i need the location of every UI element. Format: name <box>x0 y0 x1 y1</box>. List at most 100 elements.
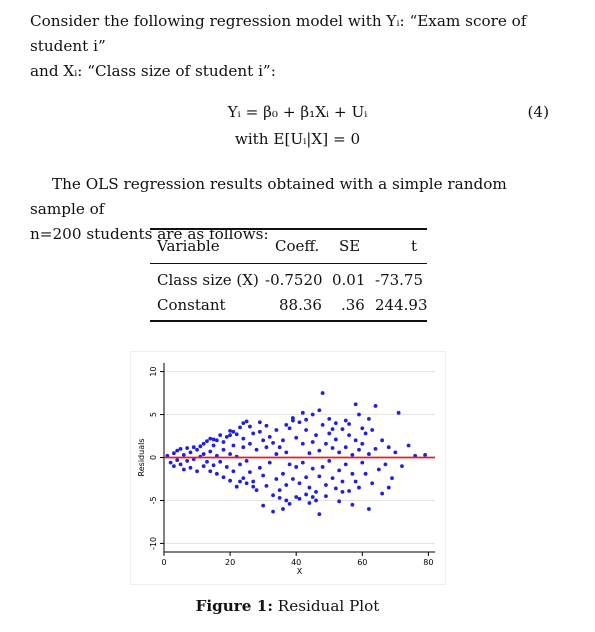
data-point <box>330 476 335 481</box>
data-point <box>357 412 361 417</box>
data-point <box>290 477 295 481</box>
header-t: t <box>411 237 418 255</box>
data-point <box>261 473 266 478</box>
data-point <box>234 484 239 489</box>
data-point <box>205 439 209 444</box>
data-point <box>228 452 232 456</box>
data-point <box>304 417 309 422</box>
data-point <box>274 428 279 432</box>
data-point <box>333 437 338 442</box>
data-point <box>261 503 266 508</box>
data-point <box>376 467 381 472</box>
data-point <box>201 452 206 456</box>
data-point <box>337 468 342 473</box>
data-point <box>172 464 176 468</box>
data-point <box>178 462 183 467</box>
data-point <box>380 438 385 443</box>
data-point <box>317 512 322 517</box>
data-point <box>208 449 213 454</box>
data-point <box>333 486 338 491</box>
data-point <box>340 489 345 494</box>
data-point <box>357 485 361 490</box>
data-point <box>224 434 229 439</box>
data-point <box>228 428 232 433</box>
data-point <box>281 507 285 511</box>
x-tick-label: 80 <box>423 558 433 567</box>
data-point <box>267 434 272 439</box>
table-header-rule <box>150 263 427 264</box>
data-point <box>228 478 232 483</box>
data-point <box>254 447 259 452</box>
data-point <box>310 466 315 471</box>
data-point <box>350 471 355 476</box>
row-1-coeff: -0.7520 <box>265 271 323 289</box>
data-point <box>314 489 318 494</box>
data-point <box>185 459 190 463</box>
data-point <box>330 446 335 450</box>
data-point <box>347 433 351 438</box>
intro-line-1: Consider the following regression model … <box>30 12 527 55</box>
data-point <box>277 445 282 450</box>
data-point <box>191 445 196 450</box>
data-point <box>251 479 256 484</box>
data-point <box>333 421 338 426</box>
data-point <box>251 431 256 436</box>
data-point <box>254 488 259 493</box>
data-point <box>188 465 193 470</box>
table-top-rule <box>150 228 427 230</box>
data-point <box>198 444 203 449</box>
data-point <box>241 421 246 426</box>
data-point <box>310 412 315 417</box>
data-point <box>238 479 242 484</box>
data-point <box>214 438 219 443</box>
data-point <box>218 459 223 464</box>
data-point <box>214 471 219 476</box>
ols-paragraph: The OLS regression results obtained with… <box>30 172 550 247</box>
y-tick-label: 10 <box>149 366 158 376</box>
data-point <box>221 475 226 480</box>
data-point <box>337 499 342 504</box>
data-point <box>241 445 246 450</box>
data-point <box>324 441 328 446</box>
data-point <box>267 460 272 465</box>
data-point <box>234 432 239 437</box>
data-point <box>277 495 282 500</box>
data-point <box>327 416 332 421</box>
data-point <box>373 447 378 451</box>
data-point <box>307 501 312 505</box>
data-point <box>221 447 226 452</box>
table-bottom-rule <box>150 320 427 322</box>
data-point <box>181 453 186 457</box>
data-point <box>330 427 335 432</box>
equation-condition: with E[Uᵢ|X] = 0 <box>234 130 361 148</box>
data-point <box>327 459 332 463</box>
data-point <box>271 493 275 498</box>
data-point <box>284 498 289 503</box>
row-2-t: 244.93 <box>375 296 428 314</box>
data-point <box>373 404 378 408</box>
data-point <box>386 445 391 450</box>
data-point <box>297 481 302 486</box>
data-point <box>205 459 209 464</box>
data-point <box>244 419 249 424</box>
data-point <box>324 483 328 487</box>
data-point <box>208 436 213 441</box>
data-point <box>271 440 275 445</box>
data-point <box>386 485 391 490</box>
data-point <box>317 448 322 453</box>
data-point <box>343 418 348 423</box>
data-point <box>238 462 242 467</box>
data-point <box>360 441 365 446</box>
data-point <box>221 440 226 444</box>
data-point <box>238 425 242 430</box>
data-point <box>195 469 199 474</box>
data-point <box>188 450 193 455</box>
data-point <box>168 460 173 465</box>
data-point <box>314 433 318 438</box>
data-point <box>380 491 385 496</box>
data-point <box>201 464 206 468</box>
data-point <box>350 502 355 507</box>
data-point <box>390 476 394 481</box>
data-point <box>228 433 232 438</box>
data-point <box>360 426 365 431</box>
